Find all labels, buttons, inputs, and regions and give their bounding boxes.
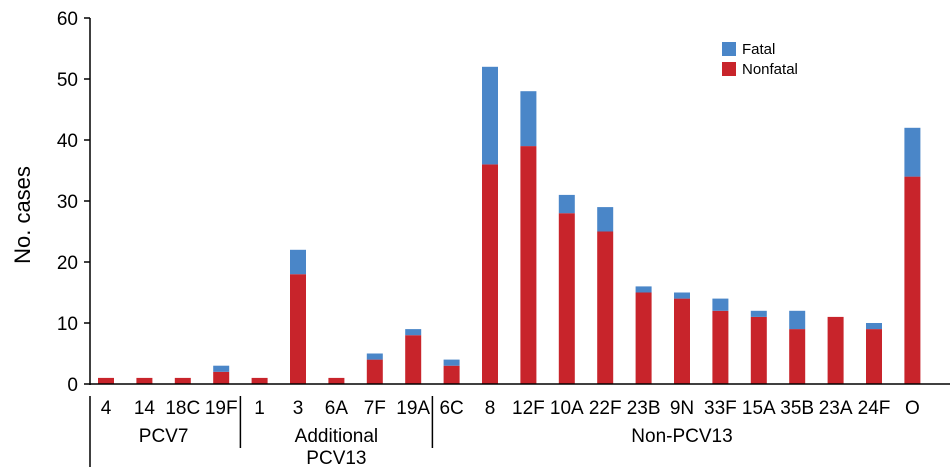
bar-fatal-19a bbox=[405, 329, 422, 336]
x-tick-label: 24F bbox=[858, 398, 891, 419]
bar-fatal-8 bbox=[482, 66, 498, 165]
x-tick-label: 14 bbox=[134, 398, 156, 419]
bar-fatal-23b bbox=[635, 286, 652, 293]
x-tick-label: 8 bbox=[485, 398, 496, 419]
x-tick-label: 33F bbox=[704, 398, 737, 419]
bar-nonfatal-23b bbox=[635, 292, 652, 384]
bar-fatal-22f bbox=[597, 207, 614, 232]
group-label: Non-PCV13 bbox=[631, 426, 732, 447]
x-tick-label: O bbox=[905, 398, 920, 419]
bar-nonfatal-4 bbox=[98, 377, 114, 384]
x-tick-label: 23A bbox=[819, 398, 853, 419]
x-tick-label: 19A bbox=[396, 398, 430, 419]
y-tick-label: 10 bbox=[57, 314, 78, 335]
bar-nonfatal-35b bbox=[789, 329, 806, 384]
bar-fatal-24f bbox=[866, 323, 882, 330]
x-tick-label: 1 bbox=[254, 398, 265, 419]
bar-fatal-33f bbox=[712, 298, 729, 311]
x-tick-label: 22F bbox=[589, 398, 622, 419]
bar-nonfatal-24f bbox=[866, 329, 882, 384]
legend-label-fatal: Fatal bbox=[742, 41, 775, 58]
bar-nonfatal-22f bbox=[597, 231, 614, 384]
bar-nonfatal-15a bbox=[750, 316, 767, 384]
x-tick-label: 15A bbox=[742, 398, 776, 419]
x-tick-label: 9N bbox=[670, 398, 694, 419]
bar-nonfatal-6a bbox=[328, 377, 345, 384]
x-tick-label: 6A bbox=[325, 398, 349, 419]
group-label: PCV7 bbox=[139, 426, 189, 447]
bar-fatal-9n bbox=[674, 292, 690, 299]
bar-fatal-12f bbox=[520, 91, 537, 147]
x-tick-label: 10A bbox=[550, 398, 584, 419]
y-tick-label: 30 bbox=[57, 192, 78, 213]
bar-fatal-7f bbox=[366, 353, 383, 360]
x-tick-label: 19F bbox=[205, 398, 238, 419]
bar-fatal-6c bbox=[443, 359, 460, 366]
bar-nonfatal-10a bbox=[558, 213, 575, 384]
bar-nonfatal-23a bbox=[827, 316, 844, 384]
legend: Fatal Nonfatal bbox=[722, 41, 798, 78]
legend-swatch-fatal bbox=[722, 42, 736, 56]
bars bbox=[98, 66, 921, 384]
bar-nonfatal-6c bbox=[443, 365, 460, 384]
bar-fatal-15a bbox=[750, 310, 767, 317]
bar-nonfatal-33f bbox=[712, 310, 729, 384]
legend-swatch-nonfatal bbox=[722, 62, 736, 76]
legend-label-nonfatal: Nonfatal bbox=[742, 61, 798, 78]
y-axis-title: No. cases bbox=[10, 166, 35, 264]
bar-fatal-3 bbox=[290, 249, 306, 275]
x-axis: 4 14 18C 19F 1 3 6A 7F 19A 6C 8 12F 10A 22F 23B 9N 33F 15… bbox=[89, 383, 950, 467]
group-label: PCV13 bbox=[306, 448, 366, 467]
bar-nonfatal-12f bbox=[520, 146, 537, 384]
y-tick-label: 20 bbox=[57, 253, 78, 274]
x-tick-label: 6C bbox=[439, 398, 463, 419]
x-tick-label: 23B bbox=[627, 398, 661, 419]
x-tick-label: 18C bbox=[165, 398, 200, 419]
bar-nonfatal-9n bbox=[674, 298, 690, 384]
y-tick-label: 40 bbox=[57, 131, 78, 152]
bar-nonfatal-7f bbox=[366, 359, 383, 384]
y-tick-label: 50 bbox=[57, 70, 78, 91]
bar-nonfatal-18c bbox=[174, 377, 191, 384]
bar-fatal-o bbox=[904, 127, 921, 177]
bar-nonfatal-1 bbox=[251, 377, 268, 384]
y-axis: 0 10 20 30 40 50 60 bbox=[57, 9, 91, 396]
x-tick-label: 3 bbox=[293, 398, 304, 419]
x-tick-label: 7F bbox=[364, 398, 386, 419]
bar-nonfatal-3 bbox=[290, 274, 306, 384]
y-tick-label: 0 bbox=[67, 375, 78, 396]
x-tick-label: 4 bbox=[101, 398, 112, 419]
x-tick-label: 35B bbox=[780, 398, 814, 419]
bar-nonfatal-19a bbox=[405, 335, 422, 384]
bar-fatal-35b bbox=[789, 310, 806, 330]
bar-nonfatal-8 bbox=[482, 164, 498, 384]
bar-fatal-10a bbox=[558, 194, 575, 214]
bar-nonfatal-14 bbox=[136, 377, 153, 384]
y-tick-label: 60 bbox=[57, 9, 78, 30]
bar-nonfatal-19f bbox=[213, 371, 230, 384]
bar-fatal-19f bbox=[213, 365, 230, 372]
bar-nonfatal-o bbox=[904, 176, 921, 384]
group-label: Additional bbox=[295, 426, 378, 447]
x-tick-label: 12F bbox=[512, 398, 545, 419]
